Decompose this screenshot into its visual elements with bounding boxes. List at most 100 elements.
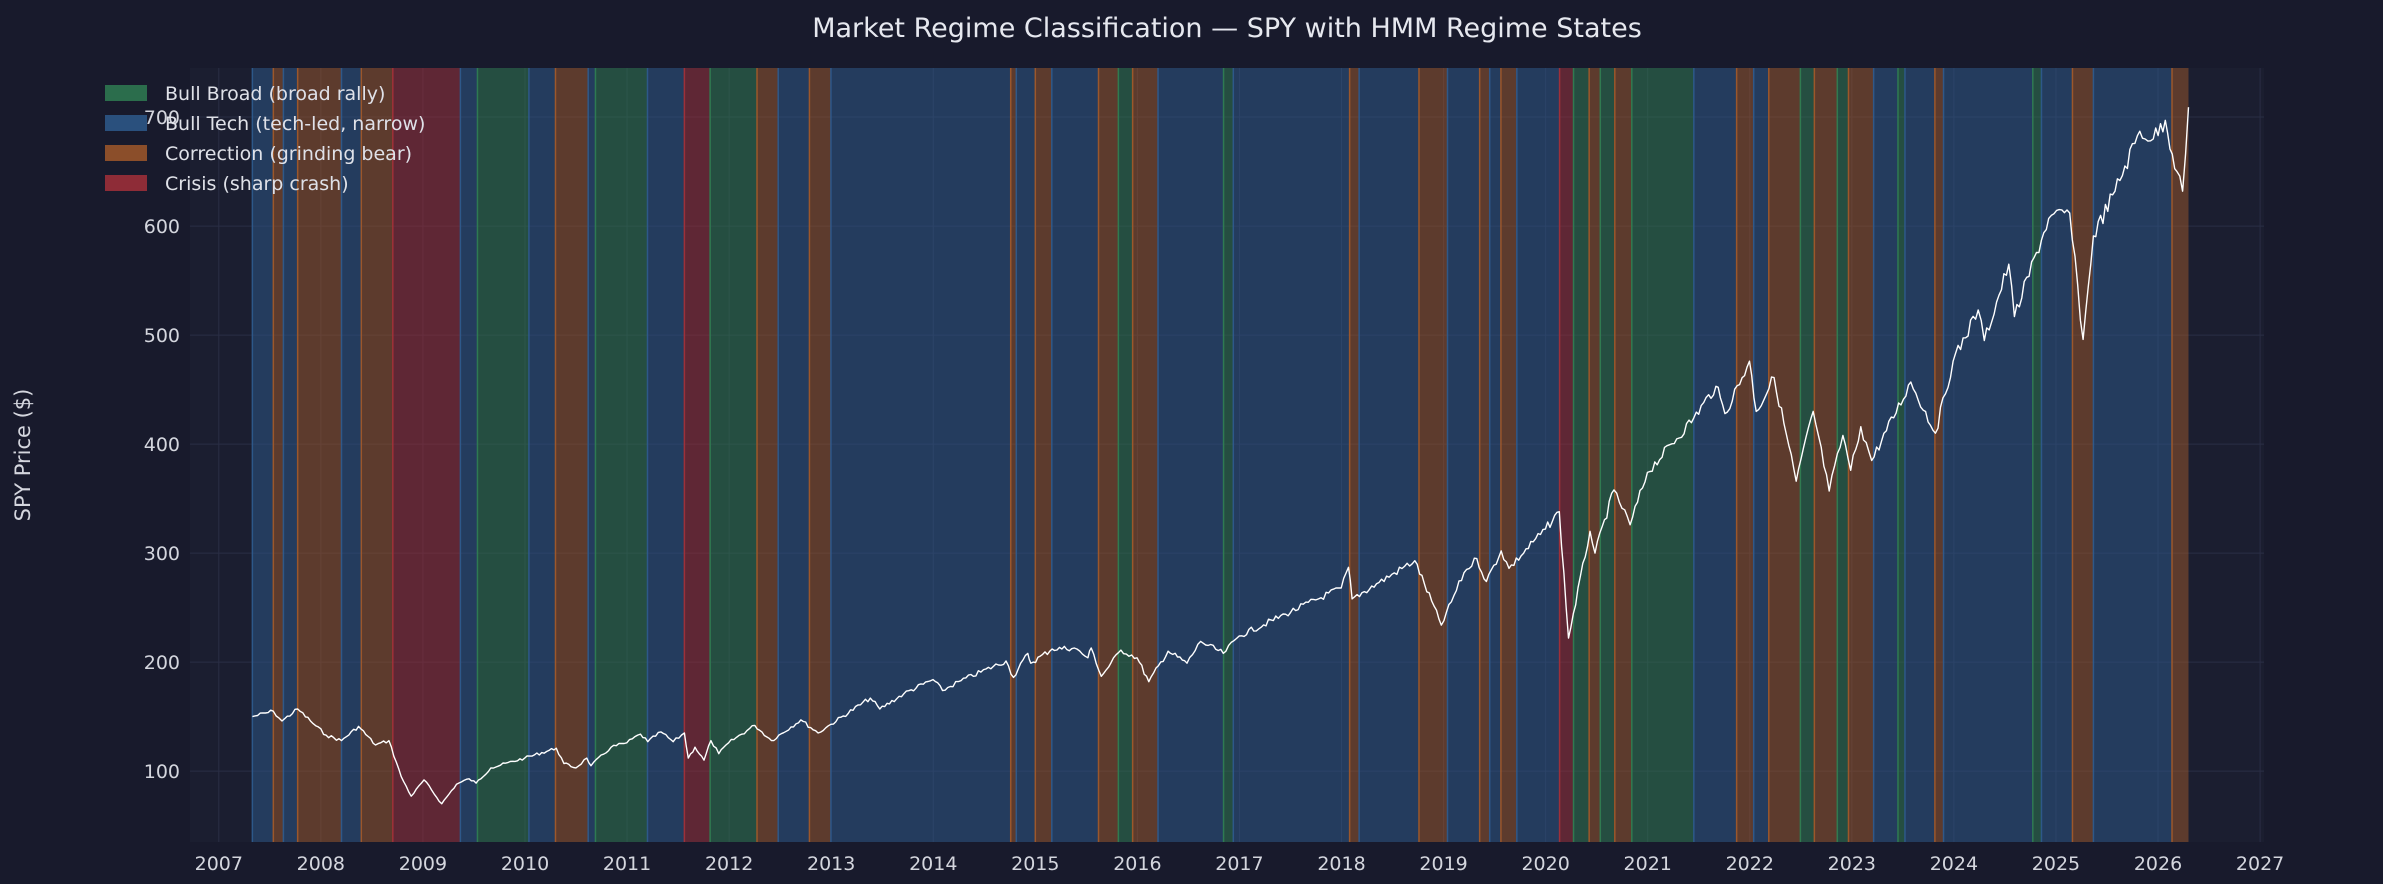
y-tick-label: 300 <box>144 543 180 565</box>
regime-band-correction <box>1934 68 1944 842</box>
regime-band-correction <box>1098 68 1119 842</box>
regime-band-bull-tech <box>2093 68 2173 842</box>
regime-band-correction <box>1614 68 1632 842</box>
regime-band-bull-tech <box>1873 68 1898 842</box>
y-tick-label: 200 <box>144 652 180 674</box>
regime-band-bull-broad <box>1600 68 1615 842</box>
regime-band-correction <box>1418 68 1448 842</box>
regime-band-bull-tech <box>1753 68 1769 842</box>
regime-band-bull-broad <box>1800 68 1815 842</box>
regime-band-bull-broad <box>1118 68 1133 842</box>
y-tick-label: 100 <box>144 761 180 783</box>
regime-band-bull-tech <box>1016 68 1036 842</box>
x-tick-label: 2027 <box>2236 853 2284 875</box>
x-tick-label: 2007 <box>195 853 243 875</box>
regime-band-bull-tech <box>460 68 478 842</box>
regime-band-bull-tech <box>283 68 298 842</box>
y-axis-ticks: 100 200 300 400 500 600 700 <box>144 107 180 783</box>
regime-bands <box>251 68 2189 842</box>
regime-band-bull-tech <box>341 68 362 842</box>
regime-band-correction <box>1736 68 1754 842</box>
legend-swatch-bull-tech <box>105 115 147 131</box>
regime-band-correction <box>1035 68 1052 842</box>
x-tick-label: 2014 <box>909 853 957 875</box>
y-tick-label: 400 <box>144 434 180 456</box>
regime-band-bull-broad <box>2032 68 2042 842</box>
regime-band-correction <box>2172 68 2189 842</box>
regime-band-bull-broad <box>477 68 529 842</box>
regime-band-bull-broad <box>1897 68 1905 842</box>
regime-band-bull-tech <box>1359 68 1419 842</box>
x-tick-label: 2012 <box>705 853 753 875</box>
regime-band-bull-tech <box>528 68 556 842</box>
regime-band-bull-tech <box>1693 68 1737 842</box>
regime-band-correction <box>361 68 393 842</box>
regime-band-correction <box>1500 68 1517 842</box>
regime-band-correction <box>297 68 342 842</box>
regime-band-bull-tech <box>1051 68 1099 842</box>
x-tick-label: 2018 <box>1317 853 1365 875</box>
regime-band-correction <box>1814 68 1838 842</box>
regime-band-bull-tech <box>778 68 810 842</box>
x-tick-label: 2022 <box>1726 853 1774 875</box>
y-tick-label: 600 <box>144 216 180 238</box>
regime-band-correction <box>273 68 284 842</box>
x-tick-label: 2010 <box>501 853 549 875</box>
legend-swatch-correction <box>105 145 147 161</box>
regime-band-bull-tech <box>647 68 685 842</box>
x-axis-ticks: 2007 2008 2009 2010 2011 2012 2013 2014 2015 2016… <box>195 853 2285 875</box>
x-tick-label: 2016 <box>1113 853 1161 875</box>
legend-label-bull-broad: Bull Broad (broad rally) <box>165 83 385 105</box>
regime-band-correction <box>555 68 589 842</box>
y-axis-label: SPY Price ($) <box>11 389 35 522</box>
regime-band-bull-tech <box>1158 68 1224 842</box>
y-tick-label: 700 <box>144 107 180 129</box>
regime-band-bull-broad <box>1573 68 1590 842</box>
regime-band-correction <box>1768 68 1801 842</box>
x-tick-label: 2017 <box>1215 853 1263 875</box>
regime-band-bull-tech <box>588 68 596 842</box>
x-tick-label: 2023 <box>1828 853 1876 875</box>
regime-band-bull-tech <box>252 68 274 842</box>
regime-band-correction <box>2072 68 2094 842</box>
regime-band-bull-broad <box>710 68 758 842</box>
legend-label-bull-tech: Bull Tech (tech-led, narrow) <box>165 113 425 135</box>
x-tick-label: 2008 <box>297 853 345 875</box>
regime-band-bull-broad <box>595 68 648 842</box>
regime-band-correction <box>1589 68 1601 842</box>
regime-band-bull-tech <box>1904 68 1935 842</box>
regime-band-bull-tech <box>2041 68 2073 842</box>
regime-band-correction <box>809 68 831 842</box>
chart-title: Market Regime Classification — SPY with … <box>812 13 1642 44</box>
regime-band-bull-tech <box>830 68 1011 842</box>
x-tick-label: 2013 <box>807 853 855 875</box>
x-tick-label: 2021 <box>1624 853 1672 875</box>
x-tick-label: 2024 <box>1930 853 1978 875</box>
x-tick-label: 2025 <box>2032 853 2080 875</box>
x-tick-label: 2020 <box>1521 853 1569 875</box>
price-line <box>252 107 2190 805</box>
x-tick-label: 2009 <box>399 853 447 875</box>
x-tick-label: 2026 <box>2134 853 2182 875</box>
legend: Bull Broad (broad rally) Bull Tech (tech-… <box>105 83 425 195</box>
regime-band-bull-broad <box>1837 68 1849 842</box>
legend-label-correction: Correction (grinding bear) <box>165 143 412 165</box>
regime-band-correction <box>1479 68 1490 842</box>
price-line-layer <box>252 107 2190 805</box>
x-tick-label: 2015 <box>1011 853 1059 875</box>
regime-band-crisis <box>1559 68 1574 842</box>
x-tick-label: 2011 <box>603 853 651 875</box>
regime-band-crisis <box>684 68 711 842</box>
regime-band-correction <box>1010 68 1017 842</box>
legend-swatch-bull-broad <box>105 85 147 101</box>
regime-band-bull-broad <box>1223 68 1234 842</box>
regime-band-bull-tech <box>1233 68 1350 842</box>
x-tick-label: 2019 <box>1419 853 1467 875</box>
regime-band-bull-tech <box>1447 68 1480 842</box>
legend-label-crisis: Crisis (sharp crash) <box>165 173 349 195</box>
regime-band-correction <box>1349 68 1360 842</box>
regime-band-bull-tech <box>1943 68 2033 842</box>
regime-band-bull-tech <box>1516 68 1560 842</box>
